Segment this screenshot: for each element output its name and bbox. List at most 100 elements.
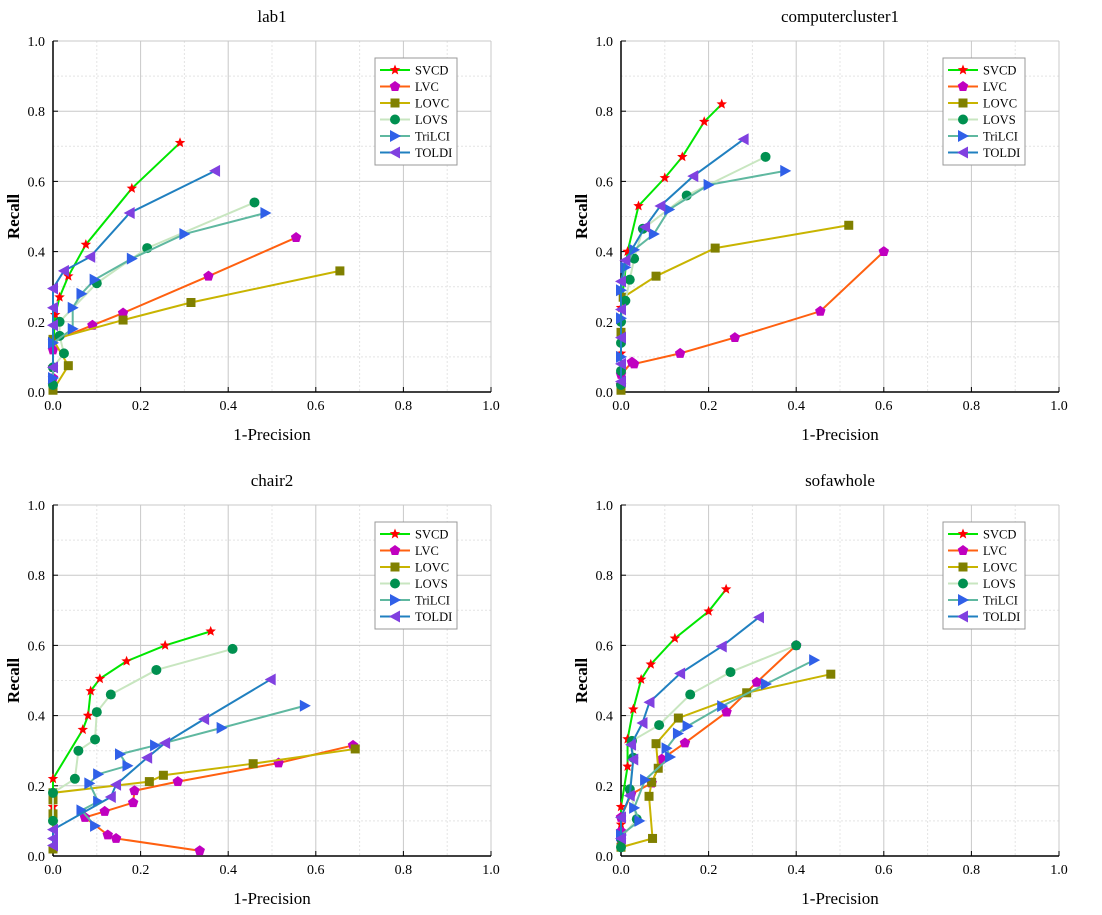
legend-label: LOVC: [983, 561, 1017, 575]
data-point-TriLCI: [67, 322, 79, 335]
series-line-LOVC: [51, 269, 341, 391]
legend-label: SVCD: [983, 64, 1016, 78]
data-point-TriLCI: [664, 203, 676, 216]
series-TriLCI: [76, 699, 311, 832]
x-axis-label: 1-Precision: [801, 889, 879, 908]
series-TriLCI: [48, 206, 272, 384]
series-line-LOVS: [620, 155, 766, 385]
x-tick-label: 0.6: [875, 863, 893, 878]
data-point-SVCD: [622, 246, 633, 257]
series-line-TriLCI: [79, 704, 306, 827]
data-point-TOLDI: [625, 738, 637, 751]
legend: SVCD LVC LOVC LOVS TriLCI TOLDI: [374, 57, 458, 166]
data-point-TriLCI: [703, 178, 715, 191]
data-point-TOLDI: [57, 264, 69, 277]
legend-box: [374, 521, 458, 630]
y-axis-label: Recall: [572, 658, 591, 704]
legend-label: LVC: [415, 80, 439, 94]
legend-label: LVC: [983, 544, 1007, 558]
series-LOVC: [616, 669, 836, 852]
subplot-chair2: 0.00.0 0.2 0.2 0.4 0.4 0.6 0.6 0.8 0.8 1.0 1.0 chai…: [4, 471, 500, 908]
data-point-LOVS: [227, 643, 238, 654]
data-point-LOVC: [647, 777, 657, 787]
legend: SVCD LVC LOVC LOVS TriLCI TOLDI: [942, 521, 1026, 630]
data-point-LOVC: [63, 361, 73, 371]
x-tick-label: 0.4: [787, 863, 805, 878]
data-point-TriLCI: [717, 700, 729, 713]
data-point-SVCD: [703, 605, 714, 616]
data-point-TOLDI: [654, 199, 666, 212]
data-point-LOVS: [685, 689, 696, 700]
data-point-TriLCI: [672, 727, 684, 740]
data-point-SVCD: [669, 632, 681, 643]
x-axis-label: 1-Precision: [233, 425, 311, 444]
series-LOVS: [616, 151, 771, 390]
data-point-LOVC: [648, 833, 658, 843]
data-point-SVCD: [85, 685, 96, 696]
x-axis-label: 1-Precision: [233, 889, 311, 908]
data-point-TriLCI: [115, 748, 127, 761]
x-tick-label: 0.8: [963, 399, 981, 414]
data-point-TriLCI: [179, 228, 191, 241]
subplot-computercluster1: 0.00.0 0.2 0.2 0.4 0.4 0.6 0.6 0.8 0.8 1.0 1.0 comp…: [572, 7, 1068, 444]
series-line-SVCD: [620, 103, 723, 354]
data-point-SVCD: [205, 625, 216, 636]
data-point-SVCD: [659, 172, 671, 183]
data-point-TriLCI: [682, 720, 694, 733]
series-line-TOLDI: [52, 169, 216, 368]
data-point-TOLDI: [615, 811, 626, 824]
data-point-TriLCI: [665, 751, 677, 764]
data-point-LOVC: [844, 220, 854, 230]
x-tick-label: 1.0: [1050, 399, 1068, 414]
data-point-TOLDI: [47, 832, 58, 845]
chart-title: computercluster1: [781, 7, 899, 26]
subplot-sofawhole: 0.00.0 0.2 0.2 0.4 0.4 0.6 0.6 0.8 0.8 1.0 1.0 sofa…: [572, 471, 1068, 908]
data-point-LVC: [102, 829, 113, 840]
y-tick-label: 0.2: [596, 780, 614, 795]
data-point-TOLDI: [47, 282, 58, 295]
y-tick-label: 0.4: [596, 246, 614, 261]
data-point-TOLDI: [615, 832, 626, 845]
legend-label: LOVC: [983, 97, 1017, 111]
data-point-TriLCI: [809, 654, 821, 667]
y-axis-label: Recall: [4, 658, 23, 704]
y-tick-label: 0.6: [596, 639, 614, 654]
legend-label: TOLDI: [983, 610, 1020, 624]
legend-label: SVCD: [983, 528, 1016, 542]
subplot-lab1: 0.00.0 0.2 0.2 0.4 0.4 0.6 0.6 0.8 0.8 1.0 1.0 lab1…: [4, 7, 500, 444]
data-point-LOVS: [54, 330, 65, 341]
legend-marker: [390, 562, 400, 572]
y-tick-label: 0.2: [28, 780, 46, 795]
data-point-LVC: [99, 805, 110, 816]
y-tick-label: 0.0: [596, 386, 614, 401]
data-point-TOLDI: [110, 778, 122, 791]
series-line-TOLDI: [620, 616, 760, 839]
legend-label: TriLCI: [415, 130, 450, 144]
legend-label: TOLDI: [415, 146, 452, 160]
data-point-LOVS: [48, 815, 58, 826]
data-point-TOLDI: [615, 303, 626, 316]
y-tick-label: 0.0: [28, 386, 46, 401]
legend-marker: [390, 578, 400, 589]
x-tick-label: 1.0: [482, 863, 500, 878]
x-tick-label: 0.6: [307, 863, 325, 878]
legend-label: SVCD: [415, 64, 448, 78]
y-tick-label: 0.0: [28, 850, 46, 865]
legend-label: TriLCI: [983, 594, 1018, 608]
x-tick-label: 0.0: [612, 863, 630, 878]
series-SVCD: [615, 98, 727, 358]
legend-label: TriLCI: [983, 130, 1018, 144]
data-point-LOVC: [350, 744, 360, 754]
data-point-TOLDI: [615, 275, 626, 288]
y-tick-label: 0.6: [28, 639, 46, 654]
legend-box: [942, 521, 1026, 630]
data-point-SVCD: [615, 801, 627, 812]
data-point-TriLCI: [629, 243, 641, 256]
data-point-TriLCI: [67, 301, 79, 314]
x-tick-label: 0.4: [787, 399, 805, 414]
series-LVC: [47, 232, 302, 390]
data-point-TriLCI: [661, 742, 673, 755]
data-point-LOVC: [48, 844, 58, 854]
data-point-TOLDI: [123, 206, 135, 219]
